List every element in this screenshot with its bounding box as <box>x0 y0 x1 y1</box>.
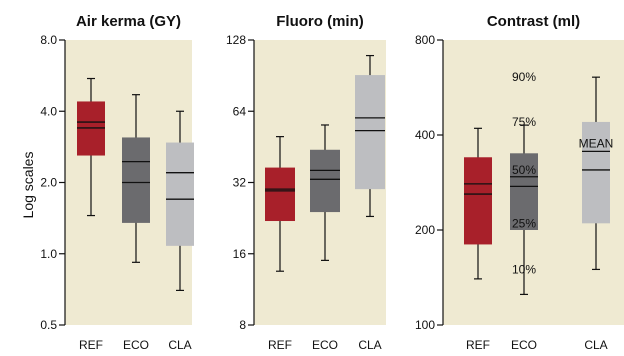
y-tick-label: 16 <box>233 247 247 261</box>
box-cla <box>582 121 610 224</box>
y-tick-label: 32 <box>233 176 247 190</box>
x-category-label: CLA <box>168 338 191 352</box>
x-category-label: ECO <box>312 338 338 352</box>
box-eco <box>310 149 340 213</box>
panel-title: Air kerma (GY) <box>76 13 181 30</box>
panel-2: Contrast (ml) 100 200 400 800 REF ECO CLA 90% 75%… <box>415 13 624 352</box>
box-ref <box>265 167 295 222</box>
y-tick-label: 200 <box>415 223 435 237</box>
mean-label: MEAN <box>579 136 614 150</box>
y-tick-label: 0.5 <box>40 318 57 332</box>
y-tick-label: 64 <box>233 104 247 118</box>
x-category-label: REF <box>466 338 490 352</box>
y-axis-label: Log scales <box>20 152 36 219</box>
box-eco <box>122 137 150 223</box>
y-tick-label: 4.0 <box>40 104 57 118</box>
y-tick-label: 100 <box>415 318 435 332</box>
y-tick-label: 800 <box>415 33 435 47</box>
x-category-label: REF <box>79 338 103 352</box>
x-category-label: ECO <box>511 338 537 352</box>
x-category-label: ECO <box>123 338 149 352</box>
y-tick-label: 8 <box>239 318 246 332</box>
panel-1: Fluoro (min) 8 16 32 64 128 REF ECO CLA <box>226 13 386 352</box>
box-cla <box>166 142 194 246</box>
percentile-label: 75% <box>512 115 536 129</box>
x-category-label: REF <box>268 338 292 352</box>
percentile-label: 90% <box>512 70 536 84</box>
y-tick-label: 1.0 <box>40 247 57 261</box>
y-tick-label: 2.0 <box>40 176 57 190</box>
panel-title: Fluoro (min) <box>276 13 363 30</box>
panel-title: Contrast (ml) <box>487 13 580 30</box>
y-tick-label: 128 <box>226 33 246 47</box>
y-tick-label: 8.0 <box>40 33 57 47</box>
box-eco <box>510 153 538 230</box>
box-ref <box>464 157 492 245</box>
percentile-label: 50% <box>512 163 536 177</box>
y-tick-label: 400 <box>415 128 435 142</box>
panel-0: Air kerma (GY) 0.5 1.0 2.0 4.0 8.0 REF ECO CLA <box>40 13 194 352</box>
percentile-label: 25% <box>512 216 536 230</box>
x-category-label: CLA <box>358 338 381 352</box>
x-category-label: CLA <box>584 338 607 352</box>
box-cla <box>355 75 385 190</box>
percentile-label: 10% <box>512 262 536 276</box>
